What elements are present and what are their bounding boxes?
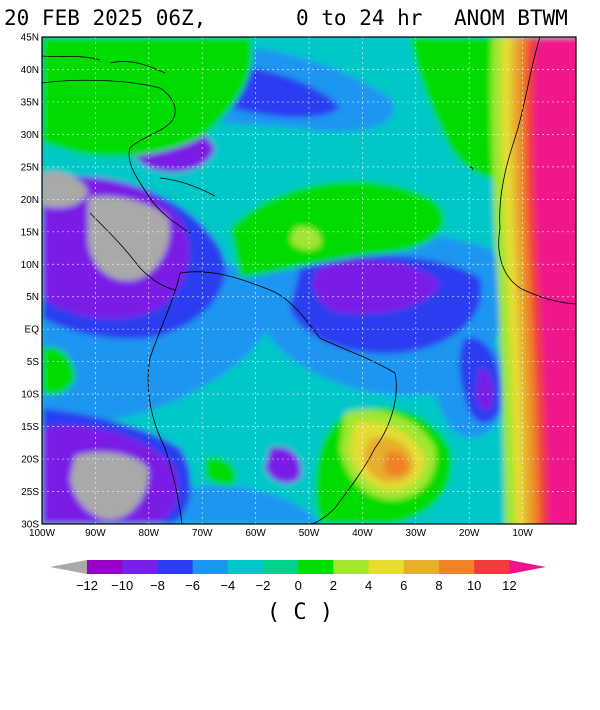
colorbar-segment — [439, 560, 475, 574]
coastline-canary-islands — [469, 166, 474, 171]
field-region-purple-atlantic — [312, 260, 440, 315]
lat-label: 25S — [21, 487, 39, 498]
colorbar-tick-label: 10 — [467, 578, 481, 593]
field-region-green-north-america — [42, 37, 253, 157]
graticule — [42, 37, 576, 524]
colorbar-tick-label: −4 — [220, 578, 235, 593]
lat-label: 30S — [21, 520, 39, 531]
field-region-light-green-tropical — [290, 226, 321, 250]
lat-label: 5N — [26, 292, 39, 303]
colorbar-tick-label: −8 — [150, 578, 165, 593]
colorbar-high-end — [509, 560, 546, 574]
coastline-south-america-west — [147, 272, 183, 524]
lon-label: 20W — [459, 528, 480, 539]
field-region-purple-east — [476, 368, 494, 411]
lat-label: 5S — [27, 357, 40, 368]
lon-label: 10W — [512, 528, 533, 539]
field-region-green-tropical — [230, 181, 445, 278]
field-band-magenta-east — [533, 37, 576, 524]
coastline-cuba — [159, 177, 216, 197]
lat-label: 40N — [21, 65, 39, 76]
map-title: 20 FEB 2025 06Z, 0 to 24 hr ANOM BTWM — [4, 6, 568, 30]
colorbar-segment — [403, 560, 440, 574]
coastline-north-america — [42, 79, 191, 234]
lat-label: 20N — [21, 195, 39, 206]
colorbar-segment — [368, 560, 405, 574]
border-lines-north — [42, 55, 166, 74]
colorbar-tick-label: 0 — [295, 578, 302, 593]
lat-label: 15N — [21, 227, 39, 238]
colorbar-segment — [122, 560, 158, 574]
colorbar-tick-label: 6 — [400, 578, 407, 593]
lon-label: 100W — [29, 528, 56, 539]
colorbar-segment — [227, 560, 264, 574]
anomaly-map: 45N 40N 35N 30N 25N 20N 15N 10N 5N EQ 5S 10S 15S 20S 2… — [21, 33, 577, 539]
field-region-orange-brazil — [384, 451, 409, 476]
lat-label: 10N — [21, 260, 39, 271]
latitude-labels: 45N 40N 35N 30N 25N 20N 15N 10N 5N EQ 5S 10S 15S 20S 2… — [21, 33, 40, 531]
lon-label: 30W — [406, 528, 427, 539]
map-frame — [41, 36, 577, 525]
coastline-central-america — [89, 212, 176, 291]
lon-label: 70W — [192, 528, 213, 539]
colorbar-tick-label: 4 — [365, 578, 372, 593]
title-field: ANOM BTWM — [454, 6, 568, 30]
colorbar-segment — [87, 560, 123, 574]
colorbar: −12 −10 −8 −6 −4 −2 0 2 4 6 8 10 12 — [50, 560, 546, 593]
lat-label: 45N — [21, 33, 39, 44]
lon-label: 40W — [352, 528, 373, 539]
field-region-light-blue-south — [170, 485, 320, 524]
title-date-time: 20 FEB 2025 06Z, — [4, 6, 206, 30]
colorbar-segments — [50, 560, 546, 574]
colorbar-tick-labels: −12 −10 −8 −6 −4 −2 0 2 4 6 8 10 12 — [76, 578, 517, 593]
colorbar-tick-label: 8 — [435, 578, 442, 593]
lat-label: EQ — [25, 325, 40, 336]
lat-label: 10S — [21, 390, 39, 401]
field-region-gray-southeast-pacific — [70, 452, 149, 520]
lat-label: 35N — [21, 97, 39, 108]
anomaly-field — [42, 37, 576, 524]
field-region-green-pacific — [42, 347, 75, 395]
field-region-gray-gulf — [42, 171, 88, 208]
colorbar-segment — [192, 560, 229, 574]
lat-label: 25N — [21, 162, 39, 173]
units-label: ( C ) — [266, 600, 334, 625]
field-region-purple-brazil — [265, 447, 301, 484]
colorbar-segment — [157, 560, 193, 574]
lon-label: 80W — [139, 528, 160, 539]
lon-label: 50W — [299, 528, 320, 539]
colorbar-tick-label: −12 — [76, 578, 98, 593]
colorbar-low-end — [50, 560, 87, 574]
title-range: 0 to 24 hr — [296, 6, 422, 30]
lat-label: 20S — [21, 455, 39, 466]
colorbar-tick-label: −6 — [185, 578, 200, 593]
field-region-green-interior — [205, 457, 236, 486]
coastline-south-america-east — [179, 271, 397, 524]
colorbar-tick-label: −10 — [111, 578, 133, 593]
lon-label: 60W — [245, 528, 266, 539]
lat-label: 15S — [21, 422, 39, 433]
lat-label: 30N — [21, 130, 39, 141]
colorbar-tick-label: 12 — [502, 578, 516, 593]
colorbar-segment — [333, 560, 369, 574]
colorbar-tick-label: 2 — [330, 578, 337, 593]
field-region-gray-central-america — [88, 196, 170, 281]
coastline-africa — [498, 37, 576, 305]
colorbar-segment — [298, 560, 334, 574]
coastlines — [42, 37, 576, 524]
colorbar-segment — [263, 560, 299, 574]
colorbar-segment — [474, 560, 510, 574]
colorbar-tick-label: −2 — [256, 578, 271, 593]
longitude-labels: 100W 90W 80W 70W 60W 50W 40W 30W 20W 10W — [29, 528, 534, 539]
lon-label: 90W — [85, 528, 106, 539]
